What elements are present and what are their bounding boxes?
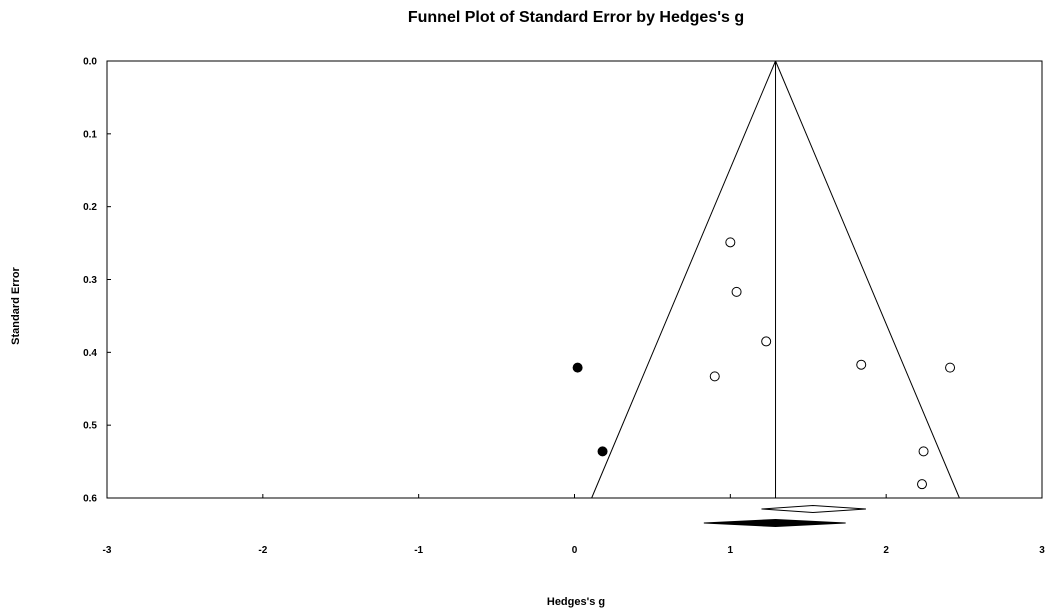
y-tick-label: 0.5	[83, 421, 97, 432]
x-tick-label: 2	[883, 545, 889, 556]
filled-summary-diamond	[703, 518, 846, 528]
open-study-point	[917, 479, 928, 490]
open-study-point	[709, 371, 720, 382]
open-study-point	[945, 362, 956, 373]
plot-area	[106, 60, 1043, 499]
y-tick-label: 0.1	[83, 129, 97, 140]
open-study-point	[761, 336, 772, 347]
summary-diamonds	[703, 504, 866, 528]
open-study-point	[731, 286, 742, 297]
open-summary-diamond	[761, 504, 866, 514]
open-study-point	[725, 237, 736, 248]
y-axis-ticks: 0.0 0.1 0.2 0.3 0.4 0.5 0.6	[83, 57, 111, 505]
y-tick-label: 0.2	[83, 202, 97, 213]
y-tick-label: 0.6	[83, 494, 97, 505]
chart-title: Funnel Plot of Standard Error by Hedges'…	[408, 9, 744, 26]
x-axis-label: Hedges's g	[547, 596, 605, 608]
funnel-right-line	[775, 60, 960, 499]
funnel-left-line	[591, 60, 776, 499]
y-tick-label: 0.4	[83, 348, 97, 359]
x-tick-label: 0	[572, 545, 578, 556]
x-tick-label: 1	[728, 545, 734, 556]
plot-frame	[106, 60, 1043, 499]
x-tick-label: -2	[258, 545, 267, 556]
x-tick-label: 3	[1039, 545, 1045, 556]
x-tick-label: -3	[103, 545, 112, 556]
open-study-point	[856, 359, 867, 370]
open-study-point	[918, 446, 929, 457]
y-tick-label: 0.3	[83, 275, 97, 286]
y-tick-label: 0.0	[83, 57, 97, 68]
data-points	[572, 237, 956, 490]
x-axis-ticks: -3 -2 -1 0 1 2 3	[103, 494, 1045, 556]
filled-study-point	[597, 446, 608, 457]
x-tick-label: -1	[414, 545, 423, 556]
y-axis-label: Standard Error	[10, 266, 22, 344]
filled-study-point	[572, 362, 583, 373]
